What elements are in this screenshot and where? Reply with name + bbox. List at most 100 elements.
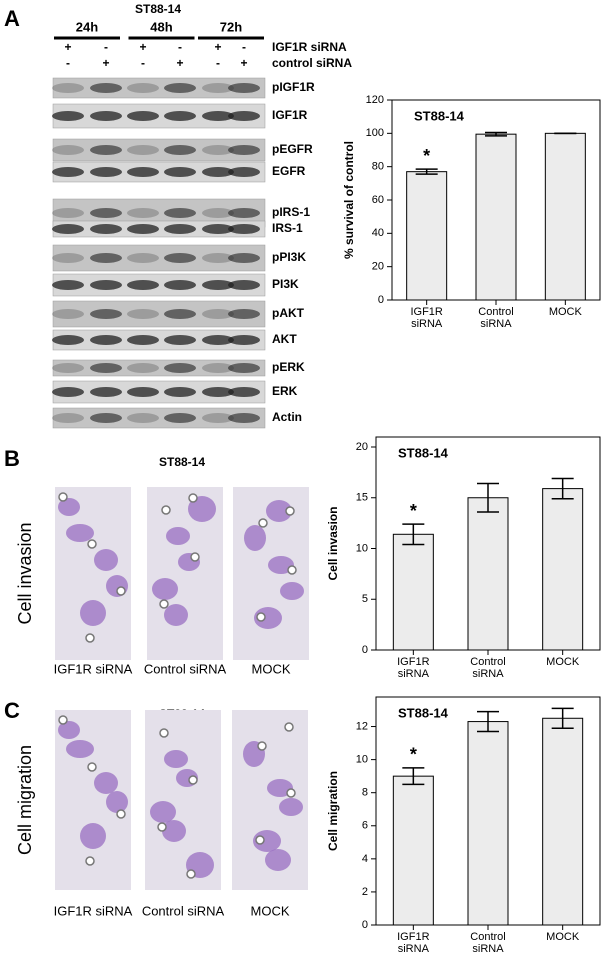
pore xyxy=(285,506,295,516)
blot-band xyxy=(228,309,260,319)
pore xyxy=(159,599,169,609)
cell xyxy=(279,798,303,816)
blot-band xyxy=(164,145,196,155)
x-tick-label-box: IGF1R siRNA xyxy=(410,306,442,330)
blot-band xyxy=(164,363,196,373)
x-tick-label: Control siRNA xyxy=(478,306,514,330)
treatment-label: IGF1R siRNA xyxy=(272,40,347,54)
micrograph-caption: Control siRNA xyxy=(142,903,225,918)
timepoint: 48h xyxy=(150,19,172,34)
annotation: * xyxy=(410,501,417,521)
pore xyxy=(58,492,68,502)
micrograph-caption: MOCK xyxy=(252,661,291,676)
y-axis-label: Cell invasion xyxy=(326,506,340,580)
blot-band xyxy=(202,335,234,345)
blot-band xyxy=(202,224,234,234)
side-label: Cell invasion xyxy=(15,522,35,624)
treatment-sign: - xyxy=(141,56,145,70)
y-tick-label: 0 xyxy=(362,919,368,931)
x-tick-label: MOCK xyxy=(546,656,580,668)
y-tick-label: 15 xyxy=(356,492,368,504)
timepoint: 24h xyxy=(76,19,98,34)
pore xyxy=(116,809,126,819)
annotation: * xyxy=(423,146,430,166)
micrograph-caption: IGF1R siRNA xyxy=(54,661,133,676)
treatment-sign: - xyxy=(66,56,70,70)
y-tick-label: 8 xyxy=(362,787,368,799)
x-tick-label-box: MOCK xyxy=(546,931,579,943)
blot-band xyxy=(90,280,122,290)
blot-band xyxy=(228,363,260,373)
blot-band xyxy=(52,363,84,373)
blot-band xyxy=(228,335,260,345)
error-bar xyxy=(402,767,425,786)
blot-band xyxy=(164,83,196,93)
blot-band xyxy=(90,309,122,319)
y-axis-label: % survival of control xyxy=(342,141,356,259)
cell xyxy=(58,721,80,739)
blot-band xyxy=(164,413,196,423)
blot-band xyxy=(164,387,196,397)
y-tick-label: 12 xyxy=(356,720,368,732)
blot-band xyxy=(90,253,122,263)
cell xyxy=(150,801,176,823)
blot-band xyxy=(127,83,159,93)
blot-band xyxy=(127,111,159,121)
blot-band xyxy=(202,208,234,218)
chart-title: ST88-14 xyxy=(414,108,465,123)
blot-band xyxy=(202,167,234,177)
blot-band xyxy=(52,224,84,234)
y-tick-label: 40 xyxy=(372,227,384,239)
blot-band xyxy=(52,253,84,263)
y-tick-label: 20 xyxy=(372,261,384,273)
blot-band xyxy=(127,167,159,177)
y-tick-label: 4 xyxy=(362,853,368,865)
blot-band xyxy=(228,413,260,423)
x-tick-label: IGF1R siRNA xyxy=(397,931,430,955)
blot-band xyxy=(228,280,260,290)
y-tick-label: 5 xyxy=(362,593,368,605)
x-tick-label-box: IGF1R siRNA xyxy=(397,931,430,955)
blot-band xyxy=(164,253,196,263)
blot-band xyxy=(127,224,159,234)
x-tick-label: Control siRNA xyxy=(470,656,506,680)
blot-band xyxy=(202,111,234,121)
y-tick-label: 120 xyxy=(366,94,384,106)
blot-band xyxy=(52,309,84,319)
blot-band xyxy=(164,208,196,218)
cell xyxy=(164,750,188,768)
protein-label: IRS-1 xyxy=(272,221,303,235)
micrograph-caption: MOCK xyxy=(251,903,290,918)
bar xyxy=(467,721,509,926)
cell xyxy=(265,849,291,871)
blot-band xyxy=(228,387,260,397)
blot-band xyxy=(52,208,84,218)
pore xyxy=(85,633,95,643)
blot-band xyxy=(52,280,84,290)
blot-band xyxy=(202,363,234,373)
error-bar xyxy=(477,710,499,733)
x-tick-label: Control siRNA xyxy=(470,931,506,955)
error-bar xyxy=(551,477,574,500)
blot-band xyxy=(90,413,122,423)
protein-label: EGFR xyxy=(272,164,306,178)
pore xyxy=(157,822,167,832)
blot-band xyxy=(127,253,159,263)
blot-band xyxy=(164,111,196,121)
x-tick-label-box: MOCK xyxy=(549,306,582,318)
cell xyxy=(106,791,128,813)
error-bar xyxy=(477,482,499,513)
cell xyxy=(66,740,94,758)
pore xyxy=(284,722,294,732)
y-tick-label: 0 xyxy=(362,644,368,656)
blot-band xyxy=(127,413,159,423)
blot-band xyxy=(90,208,122,218)
treatment-sign: - xyxy=(104,40,108,54)
chart-title: ST88-14 xyxy=(398,445,449,460)
pore xyxy=(188,493,198,503)
blot-band xyxy=(228,253,260,263)
blot-title: ST88-14 xyxy=(135,2,181,16)
cell xyxy=(166,527,190,545)
